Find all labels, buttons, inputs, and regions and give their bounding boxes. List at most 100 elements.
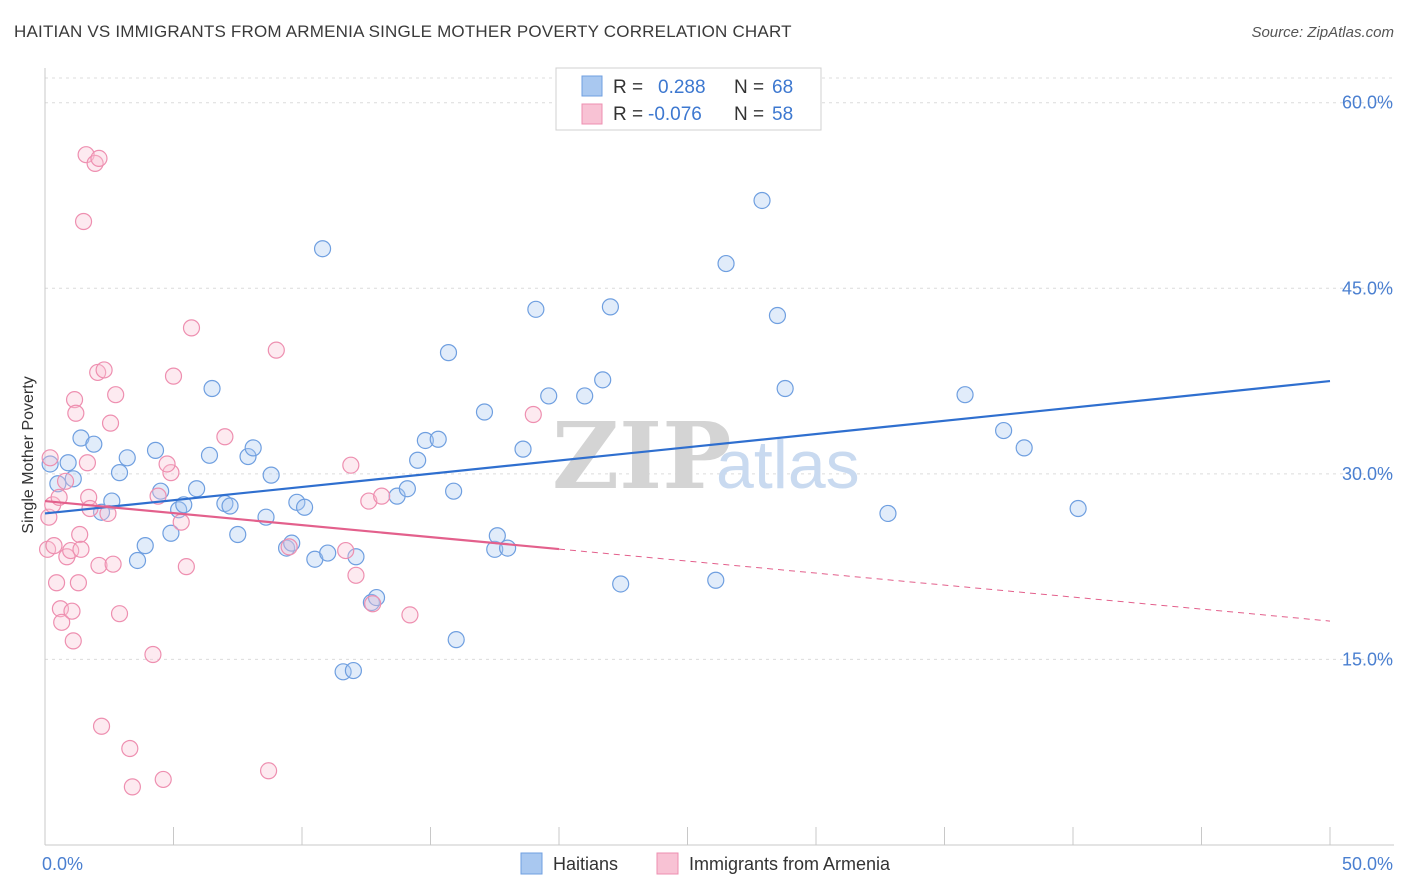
point-haitians — [313, 240, 332, 258]
y-tick-label: 30.0% — [1342, 464, 1393, 484]
trendline-armenia-extrapolated — [558, 548, 1331, 622]
point-haitians — [753, 191, 771, 210]
point-armenia — [121, 739, 139, 758]
point-armenia — [342, 456, 360, 474]
point-haitians — [409, 451, 427, 469]
point-haitians — [85, 435, 103, 453]
point-armenia — [337, 541, 355, 560]
watermark-zip: ZIP — [552, 402, 731, 510]
point-haitians — [776, 379, 794, 398]
point-haitians — [347, 548, 365, 566]
legend-swatch-blue — [581, 75, 603, 97]
point-armenia — [347, 566, 365, 584]
point-haitians — [499, 539, 517, 557]
point-haitians — [344, 661, 362, 680]
point-haitians — [475, 403, 494, 421]
y-tick-label: 15.0% — [1342, 649, 1393, 669]
point-haitians — [447, 631, 465, 649]
point-armenia — [74, 212, 93, 231]
watermark-atlas: atlas — [716, 427, 860, 503]
point-haitians — [118, 449, 136, 467]
point-armenia — [92, 717, 111, 735]
point-armenia — [41, 449, 59, 467]
point-haitians — [262, 466, 280, 484]
point-haitians — [995, 421, 1013, 440]
correlation-legend: R = 0.288 N = 68 R = -0.076 N = 58 — [555, 67, 822, 131]
point-armenia — [63, 602, 81, 620]
legend-r-value: 0.288 — [658, 77, 706, 98]
point-haitians — [128, 551, 147, 570]
point-haitians — [41, 455, 59, 473]
point-haitians — [152, 482, 170, 500]
point-armenia — [259, 762, 278, 780]
point-armenia — [144, 645, 162, 664]
point-armenia — [72, 540, 90, 558]
point-haitians — [203, 379, 221, 398]
point-haitians — [612, 575, 630, 593]
legend-n-label: N = — [734, 77, 764, 98]
point-haitians — [59, 454, 77, 472]
point-armenia — [360, 492, 378, 510]
point-haitians — [244, 439, 262, 457]
source-label: Source: ZipAtlas.com — [1251, 24, 1394, 41]
point-armenia — [154, 770, 172, 789]
point-haitians — [768, 306, 787, 325]
point-armenia — [78, 454, 97, 472]
point-armenia — [77, 146, 95, 164]
point-haitians — [162, 524, 180, 542]
point-armenia — [149, 487, 167, 505]
trendlines — [44, 379, 1331, 622]
point-haitians — [439, 344, 458, 362]
legend-swatch-haitians — [520, 852, 543, 875]
point-haitians — [879, 504, 897, 523]
point-armenia — [177, 558, 195, 576]
point-armenia — [267, 341, 285, 359]
point-haitians — [1015, 439, 1033, 457]
legend-r-label: R = — [613, 104, 643, 125]
point-armenia — [53, 613, 71, 631]
point-armenia — [90, 149, 108, 168]
point-haitians — [175, 496, 193, 514]
point-armenia — [162, 464, 180, 482]
point-armenia — [101, 414, 120, 432]
point-haitians — [527, 300, 545, 318]
point-armenia — [69, 574, 88, 592]
point-armenia — [524, 405, 542, 424]
point-armenia — [90, 556, 108, 575]
legend-n-label: N = — [734, 104, 764, 125]
legend-label-haitians: Haitians — [553, 854, 618, 874]
x-tick-labels: 0.0% 50.0% — [42, 854, 1393, 874]
point-haitians — [601, 298, 620, 316]
point-haitians — [429, 430, 447, 448]
legend-n-value: 68 — [772, 77, 793, 98]
legend-r-label: R = — [613, 77, 643, 98]
point-armenia — [172, 513, 190, 531]
point-armenia — [95, 361, 113, 379]
y-tick-label: 45.0% — [1342, 278, 1393, 298]
point-haitians — [540, 387, 558, 405]
point-haitians — [319, 544, 337, 562]
point-haitians — [200, 446, 219, 464]
point-haitians — [188, 480, 206, 498]
point-haitians — [146, 441, 165, 459]
point-haitians — [416, 431, 434, 450]
point-haitians — [110, 464, 129, 482]
point-haitians — [295, 498, 314, 516]
legend-n-value: 58 — [772, 104, 793, 125]
y-tick-labels: 15.0% 30.0% 45.0% 60.0% — [1342, 93, 1393, 670]
point-armenia — [373, 487, 391, 505]
point-armenia — [182, 319, 201, 337]
point-armenia — [401, 606, 419, 624]
x-tick-label: 0.0% — [42, 854, 83, 874]
trendline-haitians — [44, 379, 1331, 515]
point-haitians — [398, 480, 416, 498]
point-armenia — [158, 455, 176, 473]
point-armenia — [216, 428, 234, 446]
point-haitians — [221, 497, 239, 515]
legend-label-armenia: Immigrants from Armenia — [689, 854, 891, 874]
point-armenia — [47, 574, 66, 592]
point-haitians — [717, 254, 735, 273]
point-armenia — [164, 367, 183, 385]
point-haitians — [486, 540, 504, 558]
